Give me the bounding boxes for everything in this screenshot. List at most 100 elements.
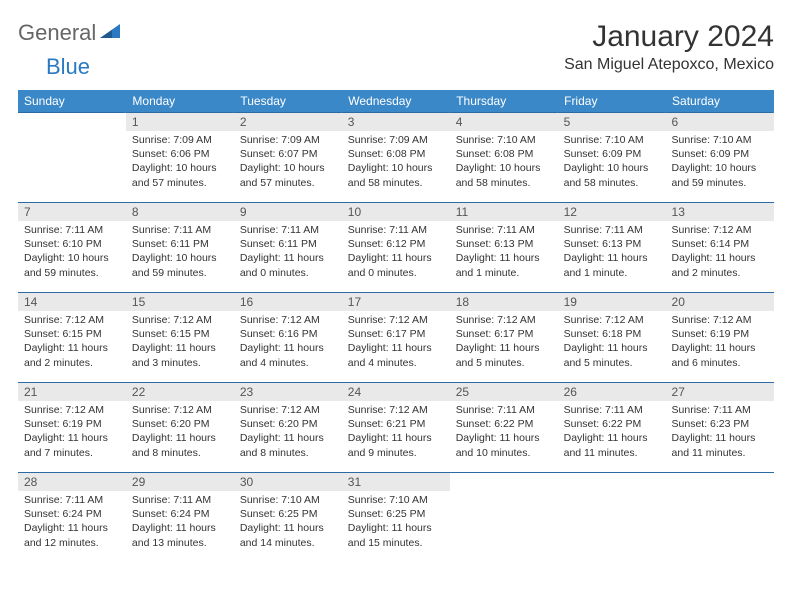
calendar-cell: 29Sunrise: 7:11 AMSunset: 6:24 PMDayligh… <box>126 473 234 563</box>
calendar-row: 21Sunrise: 7:12 AMSunset: 6:19 PMDayligh… <box>18 383 774 473</box>
day-number: 17 <box>342 293 450 311</box>
day-number: 28 <box>18 473 126 491</box>
sunset-text: Sunset: 6:24 PM <box>24 507 120 521</box>
sunrise-text: Sunrise: 7:12 AM <box>564 313 660 327</box>
sunset-text: Sunset: 6:09 PM <box>564 147 660 161</box>
day-details: Sunrise: 7:12 AMSunset: 6:20 PMDaylight:… <box>234 401 342 466</box>
daylight-text: Daylight: 11 hours and 12 minutes. <box>24 521 120 549</box>
day-details: Sunrise: 7:11 AMSunset: 6:13 PMDaylight:… <box>558 221 666 286</box>
sunset-text: Sunset: 6:09 PM <box>672 147 768 161</box>
sunrise-text: Sunrise: 7:11 AM <box>132 493 228 507</box>
brand-triangle-icon <box>100 22 122 45</box>
sunrise-text: Sunrise: 7:11 AM <box>564 223 660 237</box>
sunrise-text: Sunrise: 7:11 AM <box>24 493 120 507</box>
day-number: 14 <box>18 293 126 311</box>
calendar-cell: 5Sunrise: 7:10 AMSunset: 6:09 PMDaylight… <box>558 113 666 203</box>
day-details: Sunrise: 7:09 AMSunset: 6:08 PMDaylight:… <box>342 131 450 196</box>
day-number: 23 <box>234 383 342 401</box>
calendar-cell: 4Sunrise: 7:10 AMSunset: 6:08 PMDaylight… <box>450 113 558 203</box>
day-number: 1 <box>126 113 234 131</box>
daylight-text: Daylight: 10 hours and 58 minutes. <box>456 161 552 189</box>
day-details: Sunrise: 7:11 AMSunset: 6:13 PMDaylight:… <box>450 221 558 286</box>
daylight-text: Daylight: 11 hours and 14 minutes. <box>240 521 336 549</box>
day-number: 11 <box>450 203 558 221</box>
calendar-cell: 1Sunrise: 7:09 AMSunset: 6:06 PMDaylight… <box>126 113 234 203</box>
sunrise-text: Sunrise: 7:12 AM <box>132 313 228 327</box>
daylight-text: Daylight: 11 hours and 1 minute. <box>456 251 552 279</box>
sunset-text: Sunset: 6:11 PM <box>132 237 228 251</box>
day-number: 24 <box>342 383 450 401</box>
day-details: Sunrise: 7:09 AMSunset: 6:07 PMDaylight:… <box>234 131 342 196</box>
sunset-text: Sunset: 6:15 PM <box>132 327 228 341</box>
calendar-cell: 2Sunrise: 7:09 AMSunset: 6:07 PMDaylight… <box>234 113 342 203</box>
calendar-cell <box>558 473 666 563</box>
daylight-text: Daylight: 11 hours and 5 minutes. <box>564 341 660 369</box>
day-number: 13 <box>666 203 774 221</box>
sunrise-text: Sunrise: 7:10 AM <box>348 493 444 507</box>
weekday-tuesday: Tuesday <box>234 90 342 113</box>
daylight-text: Daylight: 10 hours and 58 minutes. <box>564 161 660 189</box>
day-details: Sunrise: 7:11 AMSunset: 6:22 PMDaylight:… <box>450 401 558 466</box>
calendar-cell: 17 Sunrise: 7:12 AMSunset: 6:17 PMDayligh… <box>342 293 450 383</box>
daylight-text: Daylight: 10 hours and 59 minutes. <box>132 251 228 279</box>
sunset-text: Sunset: 6:11 PM <box>240 237 336 251</box>
sunset-text: Sunset: 6:12 PM <box>348 237 444 251</box>
sunset-text: Sunset: 6:16 PM <box>240 327 336 341</box>
daylight-text: Daylight: 10 hours and 58 minutes. <box>348 161 444 189</box>
day-number: 7 <box>18 203 126 221</box>
sunrise-text: Sunrise: 7:11 AM <box>672 403 768 417</box>
calendar-cell: 3Sunrise: 7:09 AMSunset: 6:08 PMDaylight… <box>342 113 450 203</box>
daylight-text: Daylight: 11 hours and 3 minutes. <box>132 341 228 369</box>
day-number: 25 <box>450 383 558 401</box>
daylight-text: Daylight: 11 hours and 2 minutes. <box>24 341 120 369</box>
sunrise-text: Sunrise: 7:11 AM <box>24 223 120 237</box>
sunset-text: Sunset: 6:14 PM <box>672 237 768 251</box>
day-number: 18 <box>450 293 558 311</box>
calendar-cell: 13Sunrise: 7:12 AMSunset: 6:14 PMDayligh… <box>666 203 774 293</box>
sunset-text: Sunset: 6:17 PM <box>348 327 444 341</box>
sunset-text: Sunset: 6:20 PM <box>240 417 336 431</box>
daylight-text: Daylight: 11 hours and 13 minutes. <box>132 521 228 549</box>
sunrise-text: Sunrise: 7:12 AM <box>672 223 768 237</box>
daylight-text: Daylight: 11 hours and 8 minutes. <box>240 431 336 459</box>
calendar-cell: 26Sunrise: 7:11 AMSunset: 6:22 PMDayligh… <box>558 383 666 473</box>
daylight-text: Daylight: 11 hours and 0 minutes. <box>240 251 336 279</box>
sunset-text: Sunset: 6:17 PM <box>456 327 552 341</box>
day-details: Sunrise: 7:12 AMSunset: 6:14 PMDaylight:… <box>666 221 774 286</box>
daylight-text: Daylight: 11 hours and 4 minutes. <box>348 341 444 369</box>
daylight-text: Daylight: 11 hours and 11 minutes. <box>672 431 768 459</box>
page: General January 2024 San Miguel Atepoxco… <box>0 0 792 563</box>
calendar-row: 7Sunrise: 7:11 AMSunset: 6:10 PMDaylight… <box>18 203 774 293</box>
month-title: January 2024 <box>564 20 774 54</box>
day-details: Sunrise: 7:11 AMSunset: 6:24 PMDaylight:… <box>18 491 126 556</box>
calendar-cell: 16Sunrise: 7:12 AMSunset: 6:16 PMDayligh… <box>234 293 342 383</box>
calendar-cell: 8Sunrise: 7:11 AMSunset: 6:11 PMDaylight… <box>126 203 234 293</box>
sunset-text: Sunset: 6:20 PM <box>132 417 228 431</box>
sunrise-text: Sunrise: 7:09 AM <box>240 133 336 147</box>
day-details: Sunrise: 7:11 AMSunset: 6:12 PMDaylight:… <box>342 221 450 286</box>
day-details: Sunrise: 7:11 AMSunset: 6:24 PMDaylight:… <box>126 491 234 556</box>
daylight-text: Daylight: 11 hours and 11 minutes. <box>564 431 660 459</box>
daylight-text: Daylight: 10 hours and 59 minutes. <box>24 251 120 279</box>
sunrise-text: Sunrise: 7:09 AM <box>132 133 228 147</box>
day-number: 8 <box>126 203 234 221</box>
daylight-text: Daylight: 10 hours and 57 minutes. <box>132 161 228 189</box>
sunrise-text: Sunrise: 7:10 AM <box>456 133 552 147</box>
calendar-cell: 24Sunrise: 7:12 AMSunset: 6:21 PMDayligh… <box>342 383 450 473</box>
sunrise-text: Sunrise: 7:12 AM <box>348 313 444 327</box>
weekday-saturday: Saturday <box>666 90 774 113</box>
day-details: Sunrise: 7:10 AMSunset: 6:08 PMDaylight:… <box>450 131 558 196</box>
calendar-cell: 25Sunrise: 7:11 AMSunset: 6:22 PMDayligh… <box>450 383 558 473</box>
weekday-header-row: Sunday Monday Tuesday Wednesday Thursday… <box>18 90 774 113</box>
sunset-text: Sunset: 6:13 PM <box>456 237 552 251</box>
day-details: Sunrise: 7:11 AMSunset: 6:11 PMDaylight:… <box>234 221 342 286</box>
sunset-text: Sunset: 6:22 PM <box>456 417 552 431</box>
calendar-cell: 27Sunrise: 7:11 AMSunset: 6:23 PMDayligh… <box>666 383 774 473</box>
sunrise-text: Sunrise: 7:11 AM <box>456 223 552 237</box>
weekday-thursday: Thursday <box>450 90 558 113</box>
calendar-cell: 28Sunrise: 7:11 AMSunset: 6:24 PMDayligh… <box>18 473 126 563</box>
daylight-text: Daylight: 10 hours and 59 minutes. <box>672 161 768 189</box>
day-details: Sunrise: 7:12 AMSunset: 6:18 PMDaylight:… <box>558 311 666 376</box>
daylight-text: Daylight: 11 hours and 9 minutes. <box>348 431 444 459</box>
sunset-text: Sunset: 6:19 PM <box>672 327 768 341</box>
